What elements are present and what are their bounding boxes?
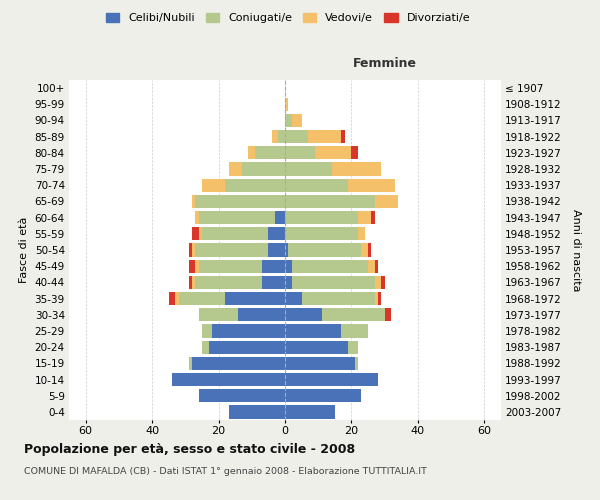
Bar	[199, 308, 238, 322]
Bar	[368, 244, 371, 256]
Bar	[285, 406, 335, 418]
Bar	[192, 276, 195, 289]
Bar	[202, 324, 212, 338]
Bar	[285, 178, 348, 192]
Bar	[361, 244, 368, 256]
Y-axis label: Anni di nascita: Anni di nascita	[571, 208, 581, 291]
Bar	[209, 340, 285, 354]
Bar	[278, 130, 285, 143]
Bar	[285, 114, 292, 127]
Bar	[199, 227, 202, 240]
Bar	[308, 130, 341, 143]
Bar	[195, 244, 268, 256]
Bar	[285, 195, 375, 208]
Bar	[289, 244, 361, 256]
Bar	[195, 195, 285, 208]
Legend: Celibi/Nubili, Coniugati/e, Vedovi/e, Divorziati/e: Celibi/Nubili, Coniugati/e, Vedovi/e, Di…	[101, 8, 475, 28]
Bar	[341, 130, 345, 143]
Y-axis label: Fasce di età: Fasce di età	[19, 217, 29, 283]
Bar	[272, 130, 278, 143]
Bar	[358, 211, 371, 224]
Bar	[292, 276, 375, 289]
Bar	[285, 356, 355, 370]
Bar	[195, 276, 262, 289]
Bar	[225, 178, 285, 192]
Bar	[262, 276, 285, 289]
Bar	[292, 260, 368, 273]
Bar	[242, 162, 285, 175]
Bar	[188, 244, 192, 256]
Bar	[285, 162, 332, 175]
Text: Popolazione per età, sesso e stato civile - 2008: Popolazione per età, sesso e stato civil…	[24, 442, 355, 456]
Bar	[255, 146, 285, 160]
Text: Femmine: Femmine	[353, 57, 416, 70]
Bar	[375, 292, 378, 305]
Bar	[285, 324, 341, 338]
Bar	[248, 146, 255, 160]
Bar	[285, 146, 315, 160]
Bar	[385, 308, 391, 322]
Bar	[199, 389, 285, 402]
Bar	[199, 211, 275, 224]
Bar	[375, 276, 382, 289]
Bar	[202, 340, 209, 354]
Bar	[315, 146, 352, 160]
Bar	[238, 308, 285, 322]
Bar	[192, 244, 195, 256]
Bar	[179, 292, 225, 305]
Bar	[348, 340, 358, 354]
Bar	[332, 162, 382, 175]
Bar	[371, 211, 375, 224]
Text: COMUNE DI MAFALDA (CB) - Dati ISTAT 1° gennaio 2008 - Elaborazione TUTTITALIA.IT: COMUNE DI MAFALDA (CB) - Dati ISTAT 1° g…	[24, 468, 427, 476]
Bar	[199, 260, 262, 273]
Bar	[285, 340, 348, 354]
Bar	[172, 373, 285, 386]
Bar	[285, 292, 302, 305]
Bar	[285, 244, 289, 256]
Bar	[268, 244, 285, 256]
Bar	[202, 178, 225, 192]
Bar	[285, 98, 289, 111]
Bar	[285, 211, 358, 224]
Bar	[355, 356, 358, 370]
Bar	[188, 276, 192, 289]
Bar	[358, 227, 365, 240]
Bar	[302, 292, 375, 305]
Bar	[382, 276, 385, 289]
Bar	[375, 260, 378, 273]
Bar	[212, 324, 285, 338]
Bar	[268, 227, 285, 240]
Bar	[375, 195, 398, 208]
Bar	[192, 227, 199, 240]
Bar	[225, 292, 285, 305]
Bar	[195, 211, 199, 224]
Bar	[188, 260, 195, 273]
Bar	[285, 276, 292, 289]
Bar	[285, 308, 322, 322]
Bar	[292, 114, 302, 127]
Bar	[285, 389, 361, 402]
Bar	[352, 146, 358, 160]
Bar	[285, 130, 308, 143]
Bar	[285, 260, 292, 273]
Bar	[195, 260, 199, 273]
Bar	[169, 292, 175, 305]
Bar	[348, 178, 395, 192]
Bar	[262, 260, 285, 273]
Bar	[229, 406, 285, 418]
Bar	[285, 227, 358, 240]
Bar	[229, 162, 242, 175]
Bar	[275, 211, 285, 224]
Bar	[202, 227, 268, 240]
Bar	[192, 356, 285, 370]
Bar	[285, 373, 378, 386]
Bar	[341, 324, 368, 338]
Bar	[368, 260, 375, 273]
Bar	[378, 292, 382, 305]
Bar	[322, 308, 385, 322]
Bar	[175, 292, 179, 305]
Bar	[188, 356, 192, 370]
Bar	[192, 195, 195, 208]
